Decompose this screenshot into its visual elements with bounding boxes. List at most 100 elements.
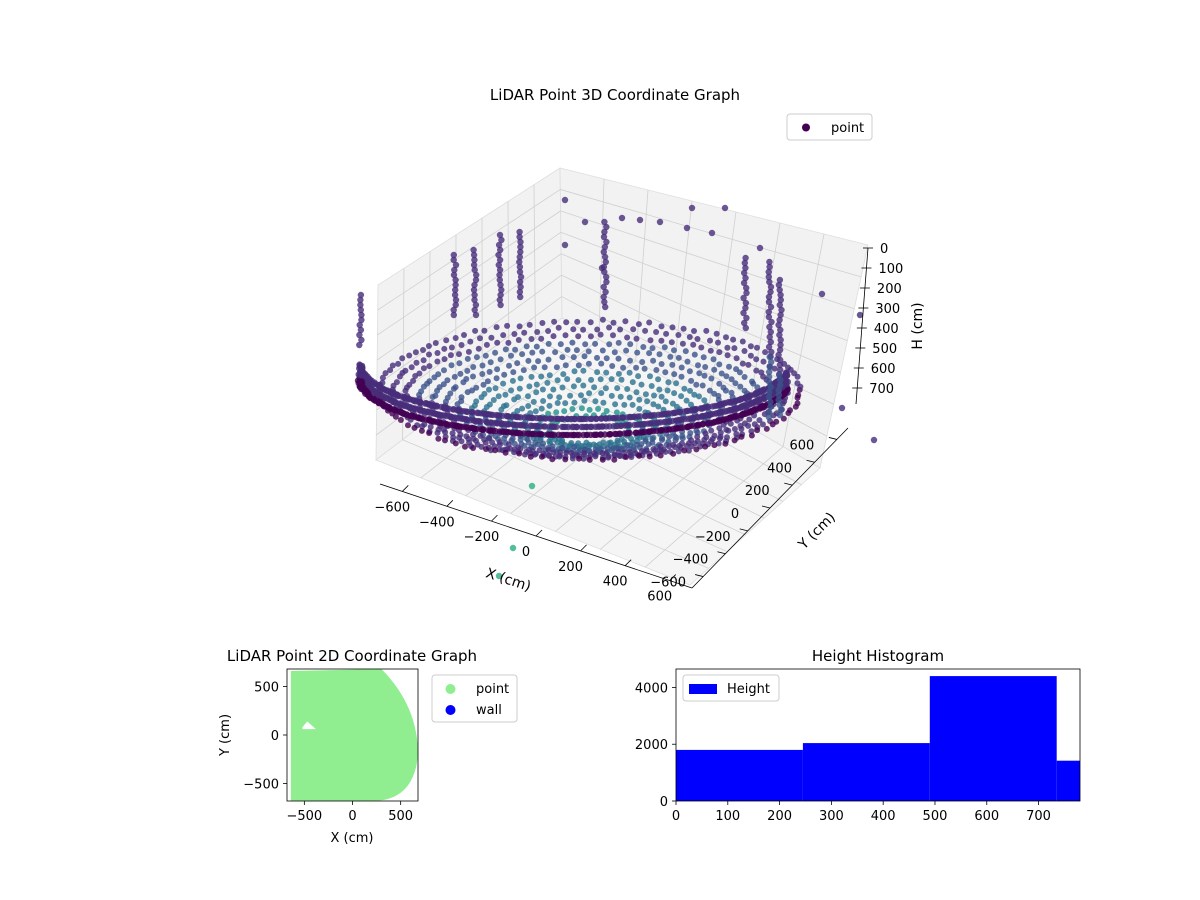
plot-3d-legend-marker bbox=[802, 123, 810, 132]
plot-3d-point bbox=[519, 405, 526, 412]
plot-3d-point bbox=[765, 308, 772, 316]
plot-3d-point bbox=[399, 355, 406, 362]
plot-3d-point bbox=[776, 301, 783, 309]
plot-3d-y-tick-label: 600 bbox=[789, 438, 814, 453]
plot-3d-point bbox=[545, 410, 552, 417]
plot-3d-point bbox=[467, 338, 474, 345]
plot-3d-point bbox=[473, 398, 480, 405]
plot-3d-point bbox=[418, 388, 425, 395]
plot-3d-x-label: X (cm) bbox=[484, 565, 533, 595]
plot-3d-point bbox=[737, 383, 744, 390]
plot-3d-point bbox=[487, 359, 494, 366]
plot-3d-point bbox=[545, 446, 552, 453]
plot-3d-point bbox=[357, 296, 364, 304]
plot-3d-point bbox=[766, 258, 773, 266]
plot-3d-point bbox=[496, 266, 504, 274]
plot-3d-y-tick-mark bbox=[784, 482, 793, 486]
plot-3d-point bbox=[562, 456, 569, 463]
plot-3d-point bbox=[759, 421, 766, 428]
plot-3d-point bbox=[581, 353, 588, 360]
plot-3d-point bbox=[471, 291, 478, 299]
plot-3d-gridline bbox=[420, 339, 600, 479]
plot-3d-legend-label: point bbox=[831, 121, 864, 136]
plot-3d-point bbox=[408, 364, 415, 371]
plot-3d-point bbox=[496, 231, 504, 239]
plot-3d-point bbox=[636, 405, 643, 412]
plot-3d-point bbox=[632, 429, 639, 437]
plot-3d-x-axis-line bbox=[379, 483, 693, 589]
plot-3d-point bbox=[741, 319, 748, 327]
plot-3d-gridline bbox=[377, 189, 561, 311]
plot-3d-point bbox=[481, 390, 488, 397]
plot-3d-point bbox=[471, 296, 478, 304]
plot-3d-y-tick-label: 0 bbox=[731, 507, 739, 522]
plot-3d-x-tick-mark bbox=[669, 574, 676, 581]
plot-3d-point bbox=[464, 367, 471, 374]
plot-3d-point bbox=[471, 281, 478, 289]
plot-3d-point bbox=[639, 359, 646, 365]
plot-3d-point bbox=[598, 390, 605, 397]
plot-3d-point bbox=[570, 383, 577, 390]
plot-3d-point bbox=[358, 311, 365, 319]
plot-3d-point bbox=[621, 430, 628, 437]
plot-3d-point bbox=[387, 367, 394, 374]
plot-3d-gridline bbox=[560, 210, 855, 310]
plot-3d-point bbox=[521, 451, 528, 458]
histogram-x-tick-label: 500 bbox=[923, 809, 948, 824]
plot-3d-point bbox=[488, 334, 495, 341]
plot-3d-point bbox=[765, 413, 772, 421]
plot-3d-point bbox=[545, 328, 552, 334]
plot-3d-point bbox=[684, 358, 691, 365]
plot-3d-point bbox=[492, 385, 499, 392]
plot-3d-point bbox=[777, 291, 784, 299]
plot-3d-point bbox=[502, 449, 509, 456]
plot-3d-point bbox=[748, 432, 755, 439]
plot-3d-point bbox=[600, 248, 607, 256]
histogram-y-tick-label: 2000 bbox=[635, 738, 668, 753]
plot-2d-x-ticks: −500 0 500 bbox=[286, 801, 413, 824]
plot-3d-point bbox=[420, 347, 426, 353]
plot-3d-point bbox=[776, 276, 784, 284]
plot-3d-point bbox=[728, 389, 735, 396]
plot-3d-point bbox=[722, 387, 729, 394]
plot-3d-point bbox=[506, 362, 512, 369]
plot-3d-point bbox=[593, 415, 600, 422]
plot-3d-point bbox=[528, 336, 535, 342]
plot-3d-point bbox=[741, 269, 748, 277]
plot-3d-point bbox=[603, 408, 610, 414]
plot-3d-point bbox=[765, 293, 773, 301]
plot-3d-point bbox=[516, 233, 523, 241]
plot-3d-point bbox=[599, 347, 606, 354]
plot-3d-point bbox=[649, 345, 656, 352]
plot-3d-point bbox=[745, 361, 752, 368]
plot-3d-point bbox=[562, 332, 569, 339]
plot-3d-z-tick-label: 600 bbox=[871, 362, 896, 377]
plot-3d-point bbox=[754, 344, 760, 351]
plot-3d-point bbox=[441, 367, 447, 374]
plot-2d: LiDAR Point 2D Coordinate Graph −500 0 500… bbox=[218, 647, 518, 846]
plot-3d-point bbox=[666, 443, 673, 450]
plot-3d-point bbox=[515, 394, 521, 401]
plot-3d-point bbox=[450, 271, 458, 279]
plot-3d-point bbox=[776, 401, 783, 409]
plot-3d-point bbox=[413, 359, 420, 366]
plot-3d-point bbox=[627, 357, 633, 364]
plot-3d-point bbox=[704, 420, 711, 427]
plot-3d-point bbox=[636, 452, 643, 459]
plot-3d-point bbox=[710, 356, 717, 363]
plot-3d-point bbox=[591, 384, 598, 391]
plot-3d-point bbox=[602, 415, 610, 422]
plot-3d-point bbox=[740, 279, 748, 287]
plot-3d-point bbox=[629, 401, 636, 408]
plot-3d-point bbox=[496, 271, 503, 279]
plot-3d-y-tick-mark bbox=[761, 505, 771, 509]
plot-3d-point bbox=[698, 405, 705, 412]
plot-3d-point bbox=[576, 455, 582, 462]
plot-3d-point bbox=[595, 405, 602, 412]
plot-3d-point bbox=[575, 333, 582, 340]
plot-3d-y-tick-label: −200 bbox=[695, 530, 731, 545]
plot-3d-point bbox=[626, 369, 633, 376]
plot-3d-point bbox=[606, 324, 613, 331]
plot-3d-point bbox=[693, 381, 700, 388]
plot-3d-point bbox=[544, 431, 551, 438]
